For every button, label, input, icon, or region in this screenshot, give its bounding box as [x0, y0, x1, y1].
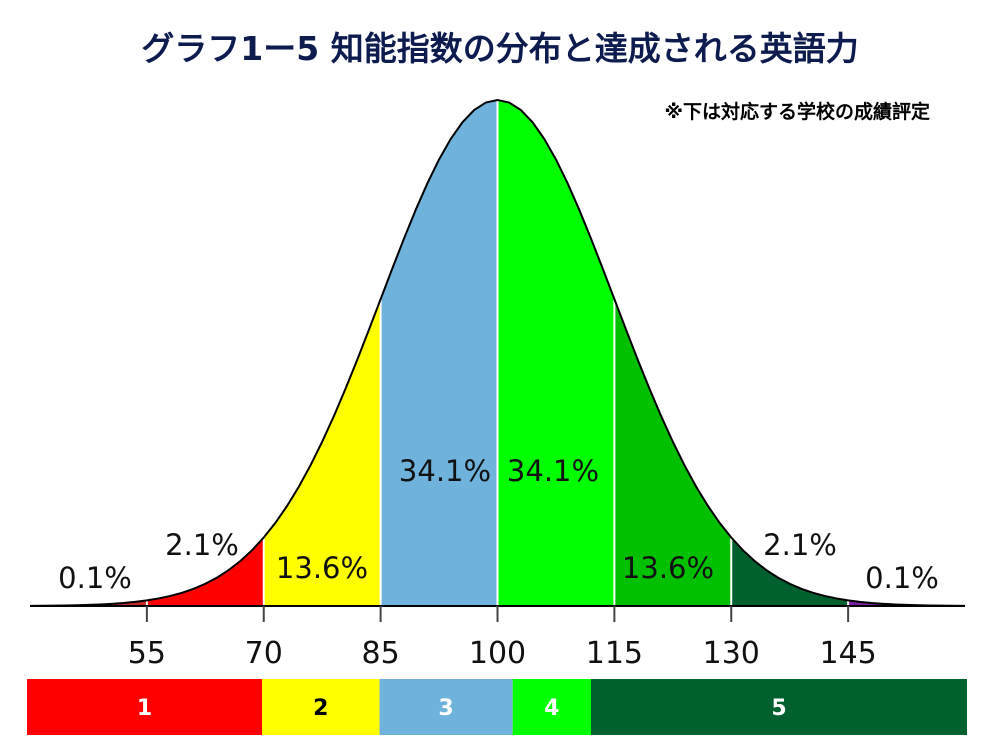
chart-title: グラフ1ー5 知能指数の分布と達成される英語力 [141, 29, 858, 68]
distribution-segment-0 [30, 600, 147, 606]
x-tick-label-145: 145 [819, 636, 876, 671]
grade-block-1 [27, 679, 262, 735]
distribution-segment-6 [731, 537, 849, 606]
grade-block-5 [591, 679, 967, 735]
percent-label-5: 13.6% [622, 551, 714, 585]
x-axis: 55 70 85 100 115 130 145 [128, 606, 877, 671]
x-tick-label-85: 85 [362, 636, 400, 671]
grade-block-2 [262, 679, 380, 735]
grade-block-4 [512, 679, 591, 735]
percent-label-6: 2.1% [763, 528, 837, 562]
grade-block-3 [379, 679, 513, 735]
grade-label-4: 4 [544, 696, 559, 721]
percent-label-4: 34.1% [507, 454, 599, 488]
chart-subtitle: ※下は対応する学校の成績評定 [665, 100, 930, 123]
percent-label-2: 13.6% [276, 551, 368, 585]
dividers-layer [145, 100, 850, 606]
distribution-segment-3 [380, 100, 498, 606]
grade-label-5: 5 [771, 696, 786, 721]
percent-label-3: 34.1% [399, 454, 491, 488]
grade-bar: 1 2 3 4 5 [27, 679, 967, 735]
x-tick-label-115: 115 [586, 636, 643, 671]
distribution-segment-1 [146, 537, 264, 606]
percent-label-1: 2.1% [165, 528, 239, 562]
percent-label-7: 0.1% [865, 561, 939, 595]
x-tick-label-55: 55 [128, 636, 166, 671]
x-tick-label-130: 130 [703, 636, 760, 671]
x-tick-label-70: 70 [245, 636, 283, 671]
normal-curve [29, 98, 966, 607]
grade-label-3: 3 [438, 696, 453, 721]
grade-label-1: 1 [137, 696, 152, 721]
percent-labels-layer: 0.1% 2.1% 13.6% 34.1% 34.1% 13.6% 2.1% 0.1% [58, 454, 939, 595]
x-tick-label-100: 100 [469, 636, 526, 671]
distribution-segment-4 [497, 100, 615, 606]
percent-label-0: 0.1% [58, 561, 132, 595]
grade-label-2: 2 [313, 696, 328, 721]
distribution-segment-7 [848, 600, 965, 606]
